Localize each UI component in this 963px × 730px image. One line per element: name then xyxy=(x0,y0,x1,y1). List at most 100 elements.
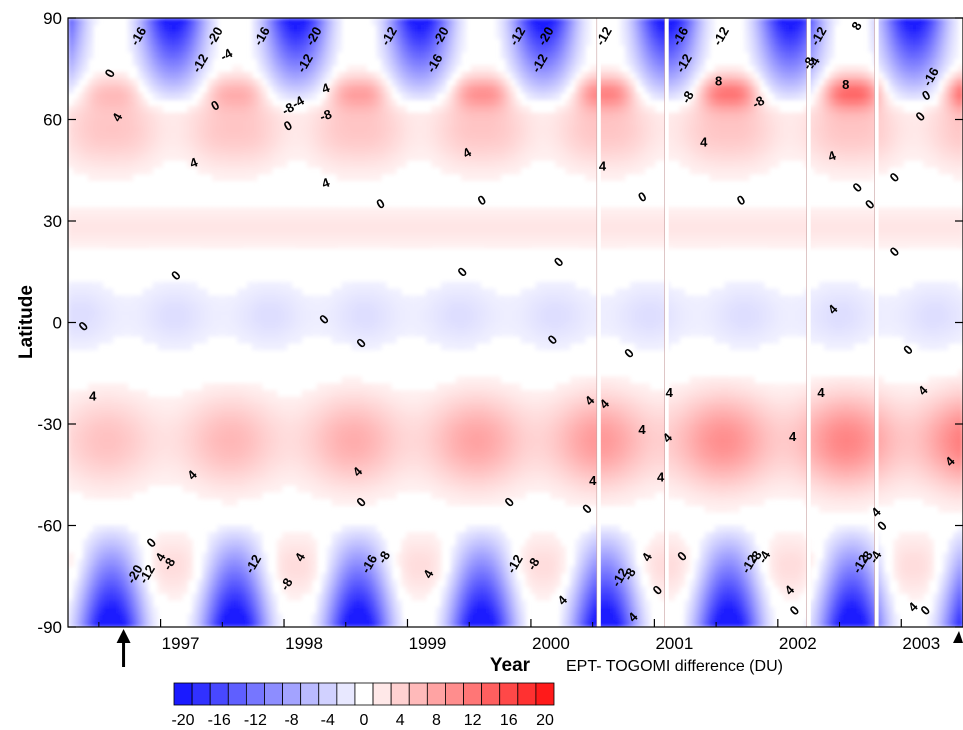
field-cell xyxy=(132,613,139,621)
field-cell xyxy=(147,227,154,236)
field-cell xyxy=(321,234,328,242)
field-cell xyxy=(440,383,447,391)
field-cell xyxy=(440,342,447,351)
field-cell xyxy=(212,383,218,391)
field-cell xyxy=(87,99,94,107)
field-cell xyxy=(97,566,104,574)
field-cell xyxy=(207,308,213,317)
field-cell xyxy=(157,437,164,445)
field-cell xyxy=(430,552,437,560)
field-cell xyxy=(157,241,164,249)
field-cell xyxy=(192,24,198,33)
field-cell xyxy=(376,281,382,290)
field-cell xyxy=(212,315,218,324)
field-cell xyxy=(386,566,392,574)
field-cell xyxy=(470,376,477,384)
field-cell xyxy=(381,586,387,594)
field-cell xyxy=(396,119,402,127)
field-cell xyxy=(435,72,442,80)
field-cell xyxy=(440,221,447,229)
field-cell xyxy=(266,444,273,452)
field-cell xyxy=(450,390,457,398)
field-cell xyxy=(376,552,382,560)
field-cell xyxy=(326,444,333,452)
field-cell xyxy=(381,146,387,154)
field-cell xyxy=(336,315,343,324)
field-cell xyxy=(132,532,139,540)
field-cell xyxy=(222,471,228,479)
field-cell xyxy=(440,390,447,398)
field-cell xyxy=(152,160,159,168)
field-cell xyxy=(426,65,432,73)
field-cell xyxy=(426,288,432,297)
field-cell xyxy=(331,417,338,425)
field-cell xyxy=(72,45,79,53)
field-cell xyxy=(430,72,437,80)
field-cell xyxy=(77,31,84,39)
field-cell xyxy=(331,78,338,87)
field-cell xyxy=(316,302,323,310)
field-cell xyxy=(396,403,402,412)
field-cell xyxy=(450,444,457,452)
field-cell xyxy=(396,606,402,615)
field-cell xyxy=(381,322,387,330)
field-cell xyxy=(162,153,169,161)
field-cell xyxy=(202,606,208,615)
field-cell xyxy=(371,227,377,236)
field-cell xyxy=(421,24,427,33)
field-cell xyxy=(147,451,154,459)
field-cell xyxy=(411,112,417,121)
field-cell xyxy=(336,478,343,486)
field-cell xyxy=(445,207,452,215)
field-cell xyxy=(147,214,154,222)
field-cell xyxy=(450,119,457,127)
field-cell xyxy=(77,112,84,121)
field-cell xyxy=(68,559,74,567)
field-cell xyxy=(152,430,159,439)
field-cell xyxy=(82,295,89,303)
field-cell xyxy=(112,315,119,324)
field-cell xyxy=(207,586,213,594)
field-cell xyxy=(212,234,218,242)
field-cell xyxy=(217,227,223,236)
field-cell xyxy=(242,457,248,466)
field-cell xyxy=(92,153,99,161)
field-cell xyxy=(77,424,84,432)
field-cell xyxy=(261,58,268,66)
field-cell xyxy=(142,599,149,608)
field-cell xyxy=(430,396,437,405)
field-cell xyxy=(291,329,298,337)
field-cell xyxy=(421,133,427,141)
field-cell xyxy=(102,119,109,127)
field-cell xyxy=(247,207,253,215)
field-cell xyxy=(157,119,164,127)
field-cell xyxy=(316,315,323,324)
field-cell xyxy=(251,241,258,249)
field-cell xyxy=(102,72,109,80)
field-cell xyxy=(202,105,208,114)
field-cell xyxy=(117,457,124,466)
field-cell xyxy=(411,322,417,330)
field-cell xyxy=(445,322,452,330)
field-cell xyxy=(470,430,477,439)
field-cell xyxy=(411,45,417,53)
field-cell xyxy=(430,227,437,236)
field-cell xyxy=(296,92,303,100)
field-cell xyxy=(301,234,308,242)
field-cell xyxy=(276,58,283,66)
field-cell xyxy=(321,383,328,391)
field-cell xyxy=(421,45,427,53)
field-cell xyxy=(167,133,174,141)
field-cell xyxy=(222,133,228,141)
field-cell xyxy=(232,498,238,506)
field-cell xyxy=(142,234,149,242)
field-cell xyxy=(261,464,268,472)
field-cell xyxy=(152,444,159,452)
field-cell xyxy=(396,464,402,472)
field-cell xyxy=(227,126,233,134)
field-cell xyxy=(112,383,119,391)
field-cell xyxy=(336,153,343,161)
field-cell xyxy=(376,78,382,87)
field-cell xyxy=(445,410,452,418)
field-cell xyxy=(112,525,119,533)
